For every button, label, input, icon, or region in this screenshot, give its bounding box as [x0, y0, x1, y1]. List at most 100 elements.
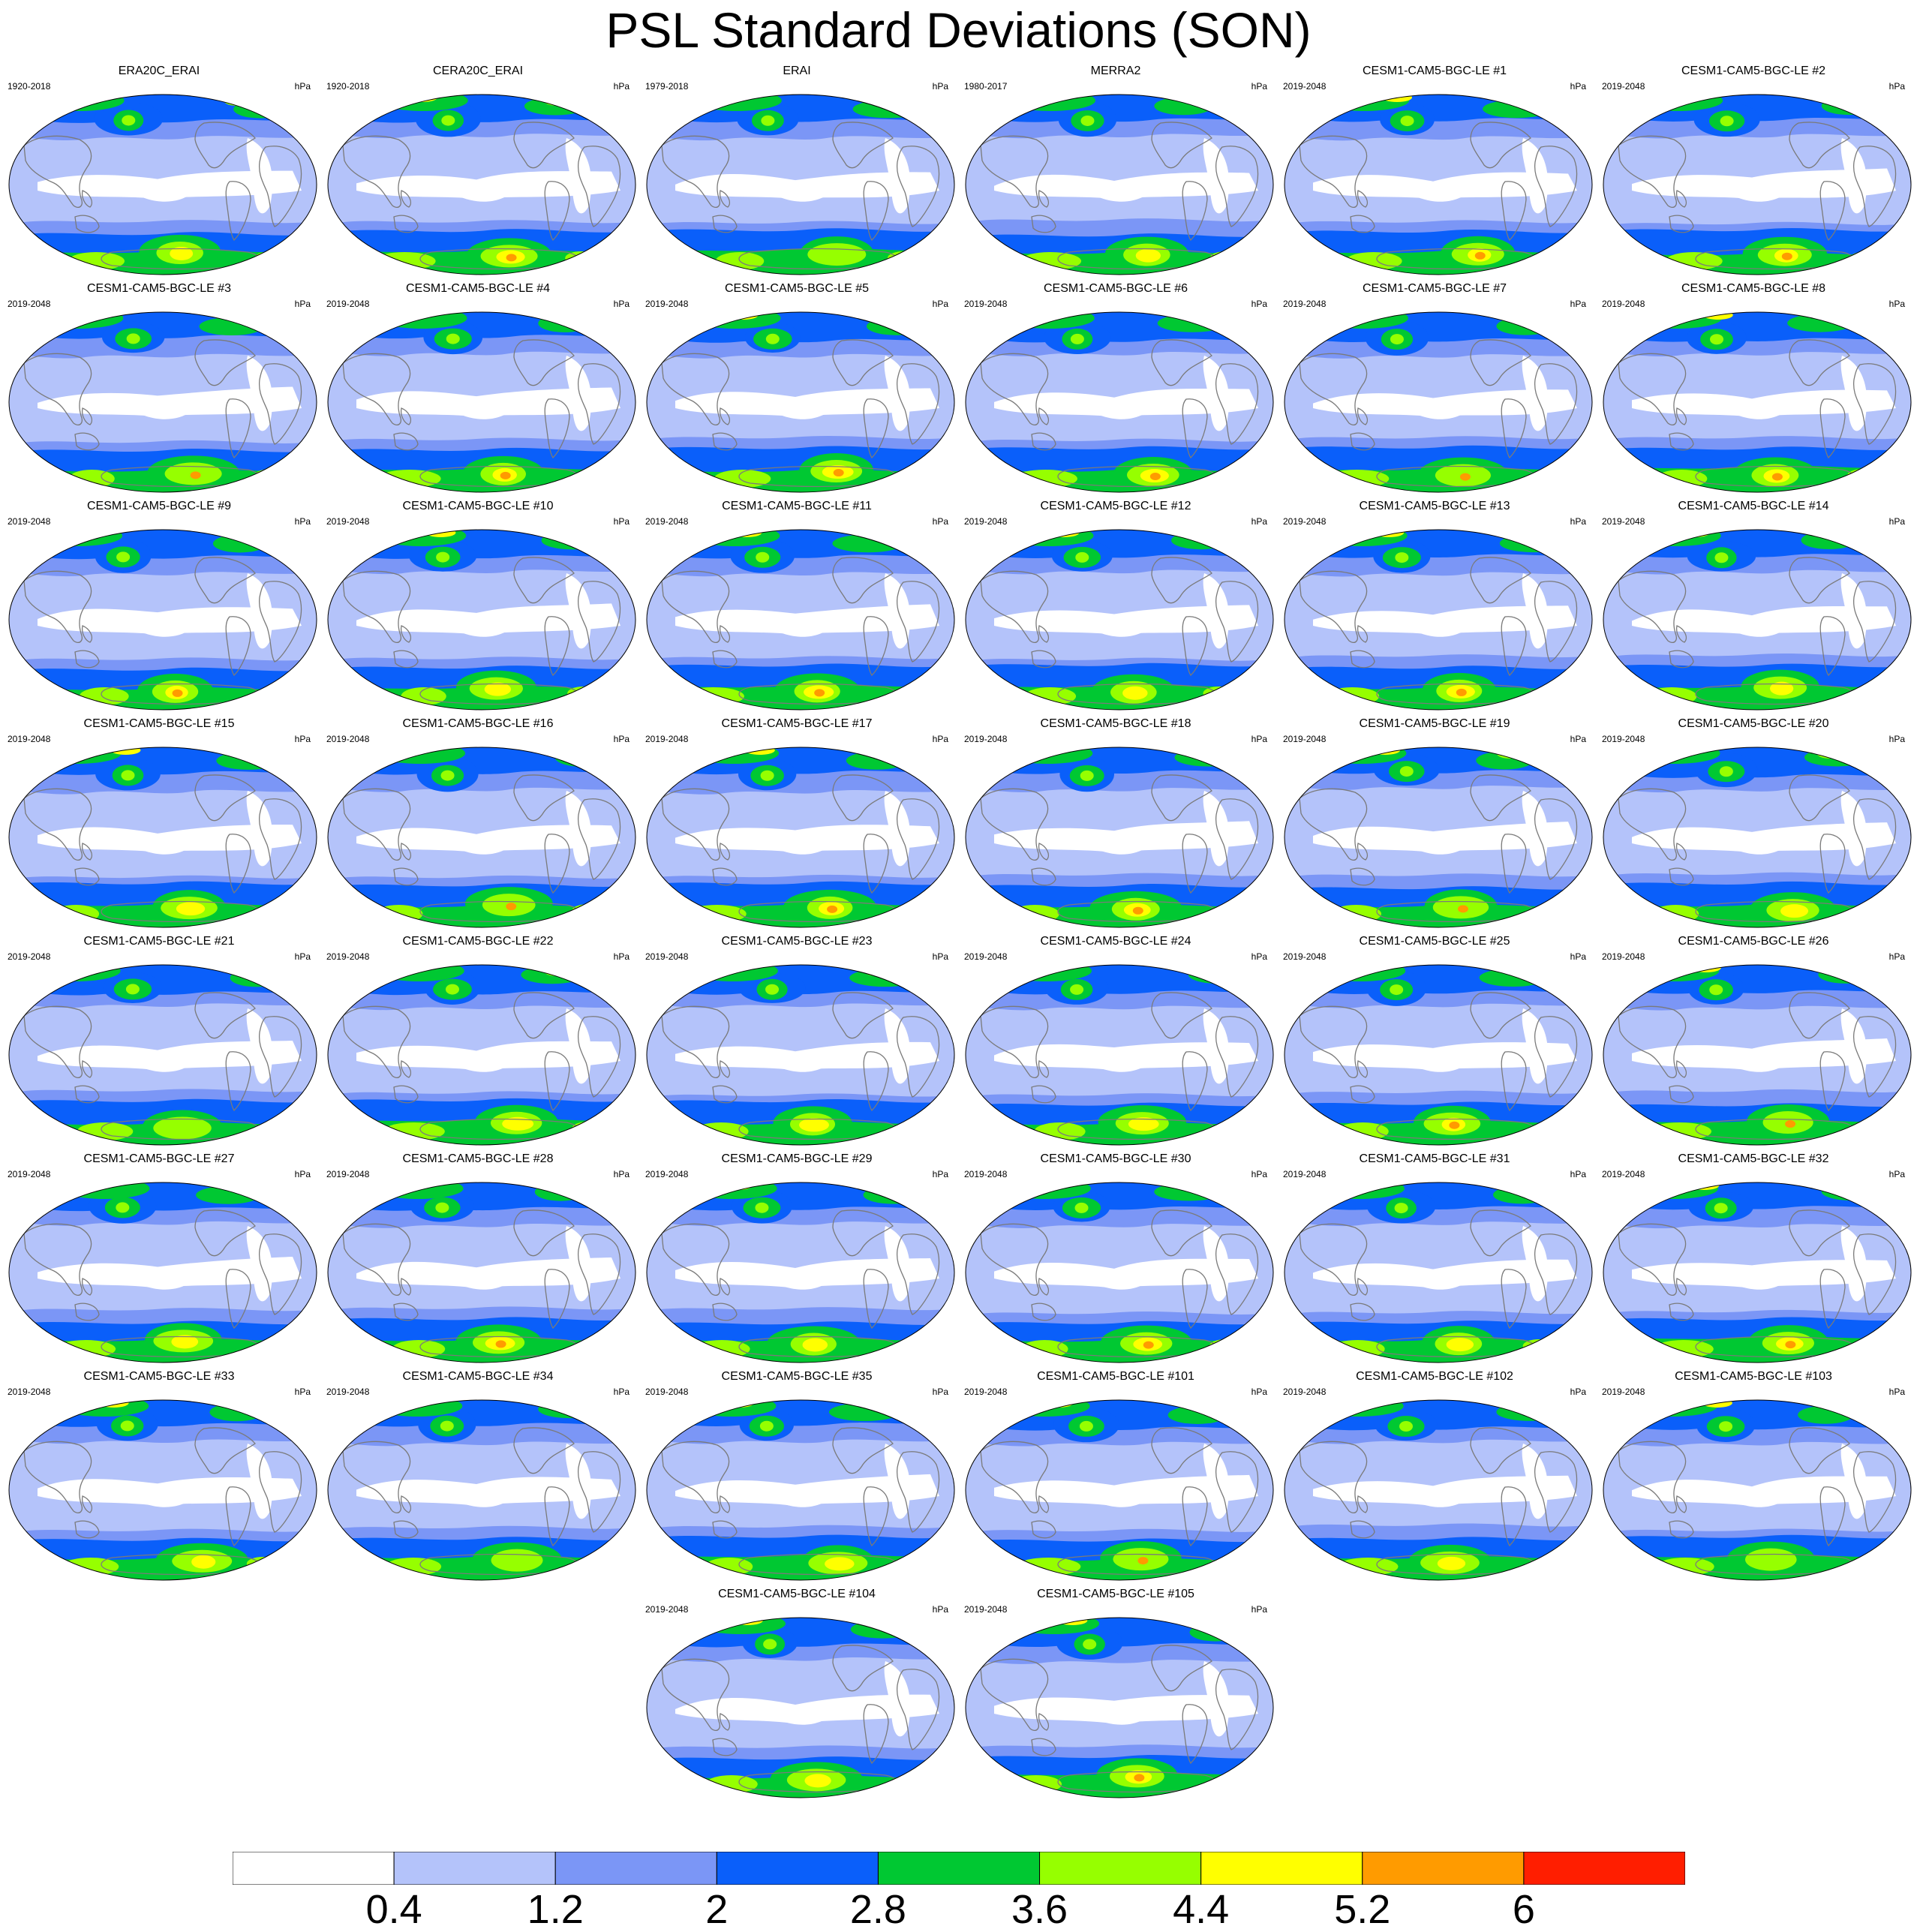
panel-title: CESM1-CAM5-BGC-LE #18 [1040, 717, 1191, 730]
coastline [544, 1486, 570, 1547]
contour-fill-4-4-5-2 [1519, 1401, 1546, 1411]
contour-fill-low [1084, 1489, 1152, 1507]
contour-fill-2-8-3-6 [9, 530, 317, 560]
contour-fill-5-2-6 [724, 1400, 755, 1408]
panel-title: CESM1-CAM5-BGC-LE #9 [86, 500, 232, 512]
panel-title: ERA20C_ERAI [118, 65, 200, 77]
map-border [965, 747, 1274, 928]
contour-fill-2-8-3-6 [9, 747, 317, 775]
map-border [8, 311, 317, 493]
coastline [1299, 1005, 1368, 1079]
coastline [400, 843, 412, 861]
map-panel: CESM1-CAM5-BGC-LE #32 2019-2048 hPa [1594, 1152, 1912, 1364]
coastline [712, 1520, 738, 1539]
coastline [1215, 581, 1259, 663]
panel-title: CESM1-CAM5-BGC-LE #21 [83, 935, 235, 948]
contour-fill-low [1084, 401, 1152, 419]
contour-fill-low [446, 837, 514, 855]
contour-fill-4-4-5-2 [153, 1116, 212, 1140]
map-panel: CESM1-CAM5-BGC-LE #5 2019-2048 hPa [638, 282, 956, 494]
coastline [393, 432, 419, 451]
panel-title: CESM1-CAM5-BGC-LE #103 [1675, 1370, 1832, 1383]
coastline [712, 867, 738, 886]
panel-units: hPa [1888, 734, 1905, 744]
world-map-contour [965, 964, 1274, 1146]
contour-fill-3-6-4-4 [555, 748, 608, 767]
contour-fill-4-4-5-2 [126, 333, 140, 344]
panel-units: hPa [1251, 1169, 1267, 1179]
contour-fill-2-8-3-6 [9, 1400, 317, 1427]
coastline [1501, 1269, 1527, 1330]
contour-fill-4-4-5-2 [1337, 1558, 1399, 1576]
contour-fill-4-4-5-2 [566, 748, 593, 759]
panel-years: 2019-2048 [1602, 1387, 1645, 1397]
panel-title: CESM1-CAM5-BGC-LE #20 [1678, 717, 1829, 730]
contour-fill-4-4-5-2 [1390, 334, 1404, 345]
contour-fill-4-4-5-2 [864, 966, 891, 976]
world-map-contour [1284, 1182, 1593, 1363]
coastline [1151, 774, 1212, 822]
panel-title: CERA20C_ERAI [432, 65, 524, 77]
world-map-contour [965, 1399, 1274, 1581]
contour-fill-5-2-6 [722, 1182, 753, 1190]
colorbar-swatch [716, 1852, 879, 1885]
coastline [74, 432, 100, 451]
contour-fill-5-2-6 [732, 1618, 763, 1625]
world-map-contour [8, 94, 317, 275]
contour-fill-2-8-3-6 [1603, 530, 1911, 558]
panel-title: CESM1-CAM5-BGC-LE #25 [1359, 935, 1510, 948]
map-border [8, 1399, 317, 1581]
coastline [1151, 339, 1212, 386]
contour-fill-4-4-5-2 [1399, 766, 1414, 777]
coastline [1501, 616, 1527, 677]
panel-years: 2019-2048 [645, 299, 689, 309]
world-map-contour [1284, 94, 1593, 275]
coastline [81, 407, 93, 425]
panel-title: CESM1-CAM5-BGC-LE #31 [1359, 1152, 1510, 1165]
coastline [832, 774, 894, 822]
colorbar-swatch [554, 1852, 717, 1885]
map-panel: ERA20C_ERAI 1920-2018 hPa [0, 65, 318, 276]
panel-title: MERRA2 [1090, 65, 1141, 77]
contour-fill-low [884, 791, 911, 867]
coastline [712, 215, 738, 233]
contour-fill-low [1522, 573, 1549, 649]
contour-fill-low [1522, 138, 1549, 214]
panel-units: hPa [932, 734, 948, 744]
contour-fill-3-6-4-4 [230, 969, 284, 987]
contour-fill-4-4-5-2 [56, 1340, 116, 1358]
contour-fill-low [1522, 1444, 1549, 1519]
coastline [832, 992, 894, 1039]
panel-units: hPa [1570, 81, 1586, 92]
contour-fill-3-6-4-4 [534, 1182, 587, 1201]
coastline [393, 1303, 419, 1321]
contour-fill-4-4-5-2 [1080, 115, 1095, 126]
panel-years: 2019-2048 [964, 734, 1008, 744]
panel-units: hPa [932, 1604, 948, 1615]
contour-fill-4-4-5-2 [441, 115, 455, 126]
panel-units: hPa [1570, 299, 1586, 309]
contour-fill-4-4-5-2 [1221, 469, 1254, 482]
contour-fill-4-4-5-2 [120, 1420, 134, 1432]
world-map-contour [8, 747, 317, 928]
contour-fill-4-4-5-2 [121, 770, 135, 781]
world-map-contour [646, 1182, 955, 1363]
coastline [719, 190, 731, 208]
coastline [544, 1269, 570, 1330]
panel-years: 2019-2048 [1283, 951, 1327, 962]
coastline [661, 788, 730, 861]
contour-fill-4-4-5-2 [543, 95, 571, 106]
contour-fill-6-plus [1149, 473, 1161, 481]
panel-years: 2019-2048 [645, 516, 689, 527]
coastline [513, 1427, 575, 1474]
panel-units: hPa [294, 951, 311, 962]
colorbar-swatch [1039, 1852, 1202, 1885]
coastline [980, 788, 1049, 861]
contour-fill-4-4-5-2 [254, 251, 288, 265]
coastline [1151, 1209, 1212, 1257]
contour-fill-6-plus [1143, 1341, 1154, 1349]
coastline [544, 616, 570, 677]
coastline [81, 1278, 93, 1296]
contour-fill-3-6-4-4 [850, 1620, 915, 1639]
coastline [1819, 1051, 1846, 1112]
